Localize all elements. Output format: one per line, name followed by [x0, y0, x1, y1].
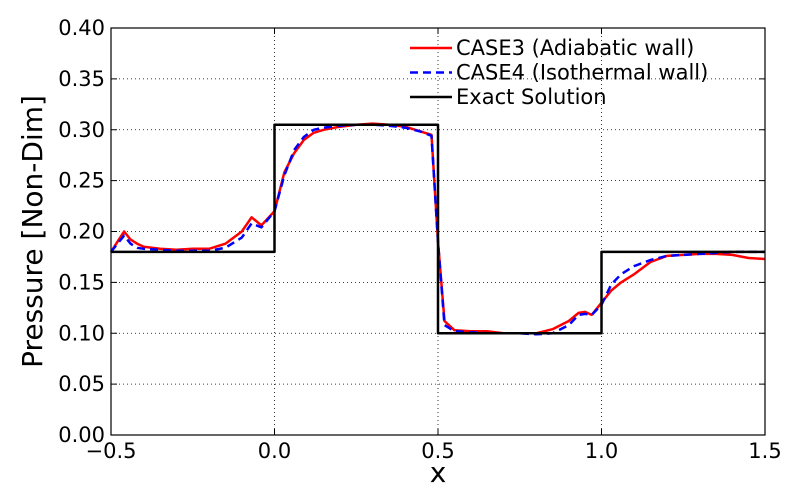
y-tick-label: 0.20 [58, 220, 105, 244]
legend-label-case3-adiabatic-wall: CASE3 (Adiabatic wall) [456, 36, 694, 60]
y-tick-label: 0.15 [58, 270, 105, 294]
y-tick-label: 0.05 [58, 372, 105, 396]
series-line-case4-isothermal-wall [110, 123, 765, 336]
series-layer [109, 122, 766, 336]
y-tick-label: 0.30 [58, 118, 105, 142]
y-tick-label: 0.40 [58, 16, 105, 40]
x-tick-label: 1.0 [585, 439, 618, 463]
y-tick-label: 0.35 [58, 67, 105, 91]
x-axis-title: x [430, 456, 447, 489]
tick-layer: −0.5 0.0 0.5 1.0 1.5 0.00 0.05 0.10 0.15 0.20 0.25… [58, 16, 781, 463]
legend: CASE3 (Adiabatic wall)CASE4 (Isothermal … [410, 36, 708, 109]
y-tick-label: 0.25 [58, 169, 105, 193]
y-tick-label: 0.10 [58, 321, 105, 345]
legend-label-case4-isothermal-wall: CASE4 (Isothermal wall) [456, 61, 708, 85]
y-axis-title: Pressure [Non-Dim] [16, 95, 49, 368]
x-tick-label: 1.5 [748, 439, 781, 463]
y-tick-label: 0.00 [58, 423, 105, 447]
x-tick-label: −0.5 [86, 439, 137, 463]
x-tick-label: 0.0 [258, 439, 291, 463]
series-line-exact-solution [111, 123, 765, 335]
series-line-case3-adiabatic-wall [109, 122, 766, 335]
legend-label-exact-solution: Exact Solution [456, 85, 607, 109]
x-tick-label: 0.5 [421, 439, 454, 463]
